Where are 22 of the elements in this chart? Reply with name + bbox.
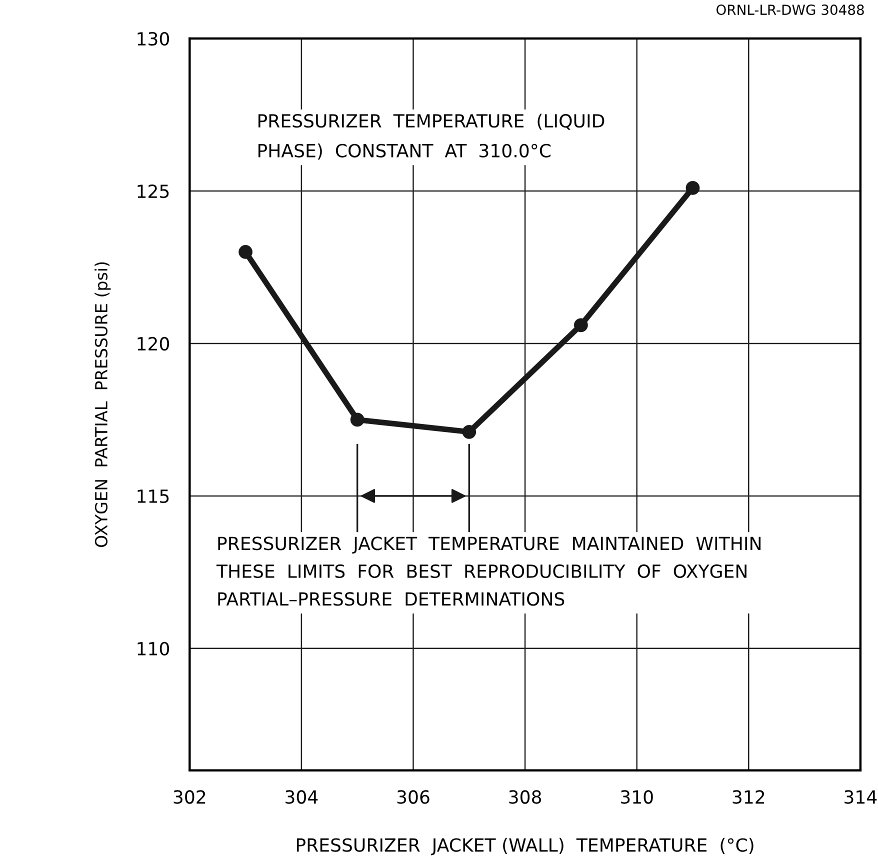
y-tick-label: 110 [138,642,170,656]
point [686,181,700,195]
annotation: PRESSURIZER JACKET TEMPERATURE MAINTAINED WITHIN THESE LIMITS FOR BEST REPRODUCIBILITY OF OXYGEN PARTIAL–PRESSURE DETERMINATIONS [216,536,761,606]
point [462,424,476,439]
text: ORNL-LR-DWG 30488 [716,4,864,16]
y-tick-label: 125 [138,184,169,198]
y-axis-title: OXYGEN PARTIAL PRESSURE (psi) [94,262,111,548]
point [350,412,364,427]
x-tick-label: 302 [174,790,206,804]
x-tick-label: 304 [286,790,318,804]
x-tick-label: 310 [620,790,653,804]
x-tick-label: 306 [397,790,430,804]
point [574,318,588,332]
x-tick-label: 308 [509,790,542,804]
y-tick-label: 130 [138,32,170,46]
annotation: PRESSURIZER TEMPERATURE (LIQUID PHASE) CONSTANT AT 310.0°C [258,114,604,160]
x-tick-label: 312 [732,790,764,804]
point [238,245,252,259]
y-tick-label: 120 [138,336,170,351]
x-tick-label: 314 [844,790,877,804]
x-axis-title: PRESSURIZER JACKET (WALL) TEMPERATURE (°C) [296,838,754,856]
y-tick-label: 115 [138,490,169,504]
